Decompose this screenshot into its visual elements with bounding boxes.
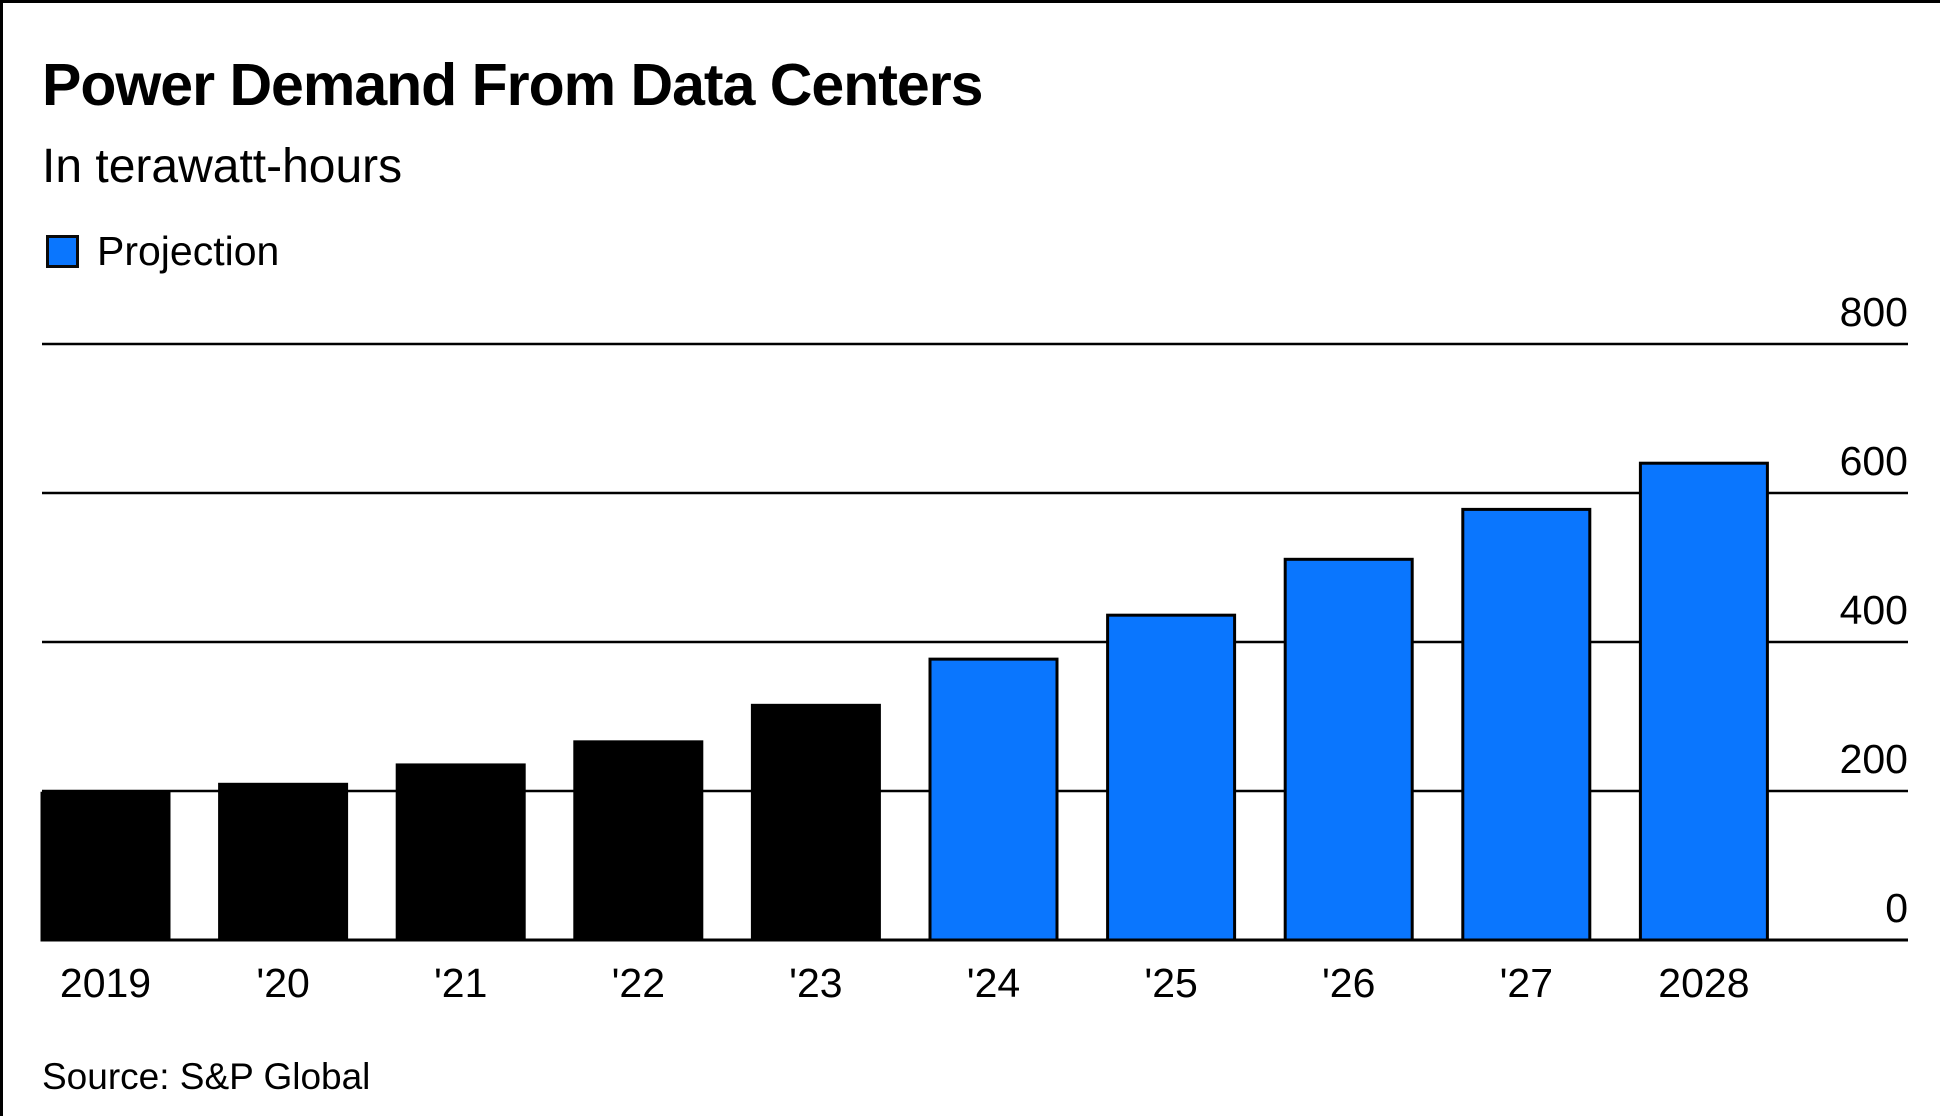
x-tick-label-23: '23: [789, 960, 842, 1006]
y-tick-label-600: 600: [1840, 438, 1908, 484]
chart-title: Power Demand From Data Centers: [42, 52, 983, 118]
legend-swatch-projection: [46, 234, 79, 268]
x-tick-label-22: '22: [612, 960, 665, 1006]
x-tick-label-2019: 2019: [60, 960, 151, 1006]
y-tick-label-400: 400: [1840, 587, 1908, 633]
x-tick-label-26: '26: [1322, 960, 1375, 1006]
bar-2019: [40, 791, 171, 942]
bar-27: [1461, 507, 1592, 942]
chart-subtitle: In terawatt-hours: [42, 140, 403, 193]
bar-26: [1283, 557, 1414, 942]
x-tick-label-27: '27: [1500, 960, 1553, 1006]
legend-label-projection: Projection: [97, 227, 280, 274]
bar-21: [395, 763, 526, 942]
y-tick-label-200: 200: [1840, 736, 1908, 782]
bar-23: [750, 703, 881, 942]
x-tick-label-25: '25: [1144, 960, 1197, 1006]
x-tick-label-24: '24: [967, 960, 1020, 1006]
bar-20: [218, 782, 349, 942]
chart-legend: Projection: [46, 225, 279, 277]
bar-24: [928, 657, 1059, 942]
x-tick-label-21: '21: [434, 960, 487, 1006]
source-note: Source: S&P Global: [42, 1056, 371, 1097]
bar-25: [1106, 613, 1237, 942]
y-tick-label-0: 0: [1885, 885, 1908, 931]
y-tick-label-800: 800: [1840, 289, 1908, 335]
bar-2028: [1638, 461, 1769, 942]
x-tick-label-2028: 2028: [1658, 960, 1749, 1006]
x-tick-label-20: '20: [256, 960, 309, 1006]
bar-chart: 0 200 400 600 800 2019 '20 '21 '22 '23 '24 '25 '26 '2…: [40, 289, 1908, 1006]
bar-22: [573, 740, 704, 942]
